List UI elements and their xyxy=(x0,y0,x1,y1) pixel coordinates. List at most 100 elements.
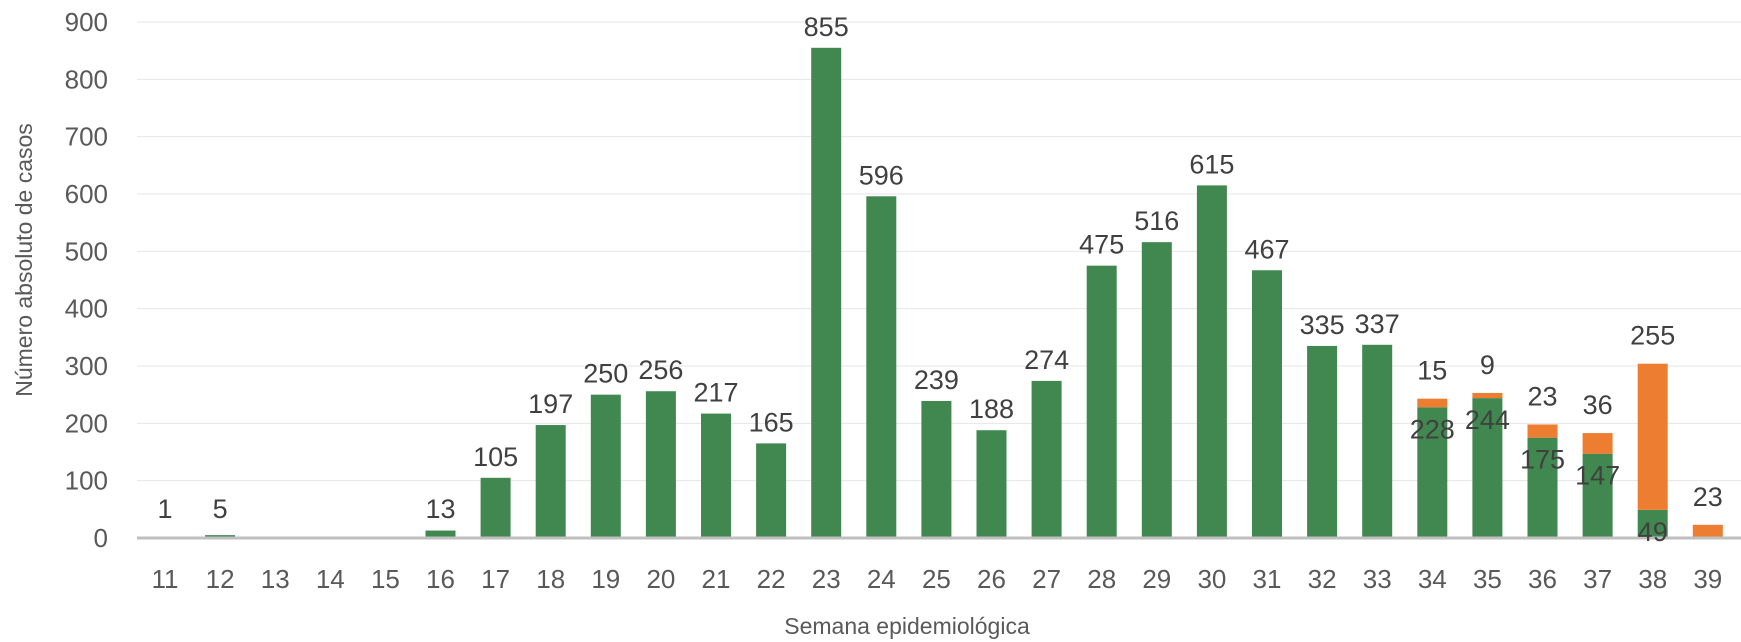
bar-green xyxy=(1196,185,1227,538)
x-tick-label: 15 xyxy=(371,564,400,594)
bar-green xyxy=(1252,270,1282,538)
y-tick-label: 800 xyxy=(65,64,108,94)
y-tick-label: 100 xyxy=(65,466,108,496)
data-label-green: 1 xyxy=(157,494,172,524)
data-label-green: 197 xyxy=(528,389,573,419)
data-label-green: 244 xyxy=(1465,405,1510,435)
x-tick-label: 11 xyxy=(152,564,179,594)
data-label-green: 49 xyxy=(1638,517,1668,547)
data-label-orange: 36 xyxy=(1583,390,1613,420)
bar-green xyxy=(1527,437,1558,538)
x-tick-label: 16 xyxy=(426,564,455,594)
x-tick-label: 14 xyxy=(316,564,345,594)
bar-green xyxy=(1307,345,1338,538)
x-tick-label: 30 xyxy=(1197,564,1226,594)
bar-green xyxy=(866,196,897,538)
x-tick-label: 33 xyxy=(1363,564,1392,594)
data-label-orange: 23 xyxy=(1693,482,1723,512)
x-tick-label: 29 xyxy=(1142,564,1171,594)
bar-green xyxy=(1086,265,1117,538)
x-tick-label: 28 xyxy=(1087,564,1116,594)
bar-green xyxy=(976,430,1007,538)
bar-green xyxy=(1637,509,1668,538)
bar-orange xyxy=(1692,524,1723,538)
x-tick-label: 21 xyxy=(702,564,731,594)
x-tick-label: 17 xyxy=(481,564,510,594)
data-label-green: 239 xyxy=(914,365,959,395)
bar-green xyxy=(1417,407,1448,538)
data-label-green: 217 xyxy=(693,378,738,408)
data-label-green: 250 xyxy=(583,359,628,389)
data-label-green: 228 xyxy=(1410,414,1455,444)
data-label-green: 335 xyxy=(1300,310,1345,340)
y-axis-tick-labels: 0 100 200 300 400 500 600 700 800 900 xyxy=(65,7,108,553)
y-tick-label: 700 xyxy=(65,122,108,152)
x-tick-label: 38 xyxy=(1638,564,1667,594)
x-tick-label: 18 xyxy=(536,564,565,594)
y-tick-label: 600 xyxy=(65,179,108,209)
data-label-green: 337 xyxy=(1355,309,1400,339)
bar-orange xyxy=(1472,392,1503,399)
x-tick-label: 19 xyxy=(591,564,620,594)
y-axis-title: Número absoluto de casos xyxy=(11,123,37,397)
x-axis-title: Semana epidemiológica xyxy=(784,613,1030,639)
y-tick-label: 500 xyxy=(65,236,108,266)
bar-green xyxy=(1472,398,1503,538)
y-tick-label: 300 xyxy=(65,351,108,381)
x-tick-label: 20 xyxy=(646,564,675,594)
data-label-green: 467 xyxy=(1244,234,1289,264)
x-tick-label: 13 xyxy=(261,564,290,594)
x-tick-label: 35 xyxy=(1473,564,1502,594)
y-tick-label: 0 xyxy=(94,523,108,553)
y-tick-label: 900 xyxy=(65,7,108,37)
bar-orange xyxy=(1637,363,1668,510)
data-label-green: 5 xyxy=(213,494,228,524)
x-tick-label: 22 xyxy=(757,564,786,594)
data-label-orange: 23 xyxy=(1527,381,1557,411)
bar-green xyxy=(1031,380,1062,538)
data-label-green: 105 xyxy=(473,442,518,472)
data-label-green: 274 xyxy=(1024,345,1069,375)
x-tick-label: 31 xyxy=(1253,564,1282,594)
data-label-orange: 15 xyxy=(1417,356,1447,386)
bar-green xyxy=(1362,344,1393,538)
x-axis-tick-labels: 11 12 13 14 15 16 17 18 19 20 21 22 23 24 25 26 27 28 29 30… xyxy=(152,564,1723,594)
bar-green xyxy=(645,391,676,538)
x-tick-label: 34 xyxy=(1418,564,1447,594)
x-tick-label: 36 xyxy=(1528,564,1557,594)
x-tick-label: 32 xyxy=(1308,564,1337,594)
bar-green xyxy=(590,394,621,538)
bar-green xyxy=(480,477,511,538)
data-label-green: 516 xyxy=(1134,206,1179,236)
data-label-green: 855 xyxy=(804,12,849,42)
bar-orange xyxy=(1582,433,1613,454)
x-tick-label: 26 xyxy=(977,564,1006,594)
bar-orange xyxy=(1527,424,1558,438)
bar-green xyxy=(425,530,456,538)
y-tick-label: 400 xyxy=(65,294,108,324)
x-tick-label: 12 xyxy=(206,564,235,594)
x-tick-label: 24 xyxy=(867,564,896,594)
y-tick-label: 200 xyxy=(65,408,108,438)
bar-green xyxy=(756,443,787,538)
bar-green xyxy=(535,425,566,538)
x-tick-label: 23 xyxy=(812,564,841,594)
x-tick-label: 25 xyxy=(922,564,951,594)
data-label-green: 165 xyxy=(749,407,794,437)
bar-green xyxy=(921,400,952,538)
x-tick-label: 39 xyxy=(1693,564,1722,594)
bar-green xyxy=(701,413,731,538)
bars xyxy=(150,47,1723,539)
data-label-green: 615 xyxy=(1189,149,1234,179)
gridlines xyxy=(137,21,1741,482)
x-tick-label: 37 xyxy=(1583,564,1612,594)
data-label-green: 175 xyxy=(1520,445,1565,475)
bar-green xyxy=(1141,242,1172,538)
data-label-orange: 9 xyxy=(1480,350,1495,380)
data-label-green: 256 xyxy=(638,355,683,385)
bar-orange xyxy=(1417,398,1448,408)
bar-green xyxy=(811,47,842,539)
data-label-green: 475 xyxy=(1079,230,1124,260)
